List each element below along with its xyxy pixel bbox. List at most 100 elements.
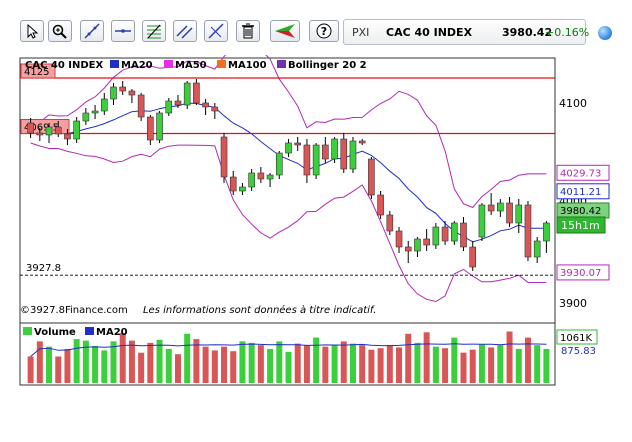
candle-body bbox=[395, 230, 403, 248]
candle bbox=[322, 137, 329, 163]
trash-icon bbox=[242, 23, 254, 39]
pointer-tool-button[interactable] bbox=[20, 20, 44, 42]
candle bbox=[36, 128, 44, 141]
magnifier-icon bbox=[52, 24, 67, 39]
candle bbox=[312, 143, 320, 179]
ticker-change: +0.16% bbox=[545, 26, 590, 39]
candle bbox=[524, 201, 532, 261]
candle-body bbox=[257, 172, 265, 180]
volume-bar bbox=[423, 332, 430, 383]
candle bbox=[165, 98, 173, 116]
candle bbox=[156, 111, 163, 143]
volume-bar bbox=[46, 346, 53, 383]
volume-bar bbox=[497, 345, 504, 383]
ma20-value-box bbox=[556, 183, 610, 200]
volume-bar bbox=[359, 345, 366, 383]
candle-body bbox=[193, 82, 200, 104]
legend-volume: Volume bbox=[23, 327, 76, 338]
resistance-high-tag bbox=[20, 63, 56, 79]
volume-bar bbox=[515, 348, 522, 383]
candle-body bbox=[220, 136, 228, 178]
candle-body bbox=[432, 226, 440, 246]
crossed-lines-icon bbox=[208, 23, 224, 39]
candle-body bbox=[524, 204, 532, 258]
candle bbox=[137, 93, 145, 121]
candle bbox=[423, 229, 430, 251]
legend-index: CAC 40 INDEX bbox=[25, 60, 104, 71]
candle bbox=[91, 105, 99, 119]
svg-text:?: ? bbox=[321, 25, 327, 38]
zoom-tool-button[interactable] bbox=[48, 20, 72, 42]
parallel-lines-icon bbox=[176, 25, 193, 39]
parallel-lines-tool-button[interactable] bbox=[173, 20, 197, 42]
help-button[interactable]: ? bbox=[309, 20, 339, 42]
candle-body bbox=[266, 174, 274, 180]
candle bbox=[54, 121, 62, 137]
candle-body bbox=[423, 238, 430, 246]
footer-site: Finance.com bbox=[65, 305, 128, 316]
cross-line-tool-button[interactable] bbox=[204, 20, 228, 42]
candle-body bbox=[73, 120, 80, 140]
candle bbox=[460, 217, 467, 251]
trendline-icon bbox=[84, 23, 100, 39]
ticker-last: 3980.42 bbox=[502, 26, 553, 39]
candle-body bbox=[183, 82, 191, 106]
candle bbox=[543, 221, 550, 253]
volume-bar bbox=[368, 349, 375, 383]
volume-bar bbox=[432, 346, 439, 383]
candle-body bbox=[54, 126, 62, 135]
volume-bar bbox=[248, 342, 255, 383]
volume-value-box bbox=[556, 329, 598, 345]
candle bbox=[487, 193, 495, 215]
volume-value: 1061K bbox=[560, 333, 592, 344]
volume-bar bbox=[193, 339, 200, 383]
candle-body bbox=[165, 100, 173, 114]
volume-bar bbox=[451, 337, 458, 383]
legend-ma50: MA50 bbox=[164, 60, 207, 71]
candle bbox=[368, 157, 375, 199]
candle-body bbox=[119, 86, 127, 92]
legend-ma20: MA20 bbox=[110, 60, 153, 71]
volume-bar bbox=[349, 343, 356, 383]
candle-body bbox=[100, 98, 108, 112]
candle bbox=[248, 169, 255, 191]
candle-body bbox=[174, 100, 182, 106]
candle bbox=[211, 103, 219, 119]
red-green-toggle-button[interactable] bbox=[270, 20, 300, 42]
volume-bar bbox=[221, 346, 228, 383]
toolbar: ? PXI CAC 40 INDEX 3980.42 +0.16% bbox=[8, 12, 624, 50]
candle bbox=[450, 221, 458, 245]
volume-bar bbox=[119, 333, 126, 383]
horizontal-line-tool-button[interactable] bbox=[111, 20, 135, 42]
fibonacci-tool-button[interactable] bbox=[142, 20, 166, 42]
candle-body bbox=[368, 158, 375, 196]
candle-body bbox=[515, 204, 523, 224]
candle-body bbox=[64, 133, 71, 140]
candle bbox=[202, 99, 209, 115]
volume-bar bbox=[184, 333, 191, 383]
candle-body bbox=[487, 204, 495, 212]
price-panel-frame bbox=[19, 57, 556, 324]
candle bbox=[64, 129, 71, 145]
volume-bar bbox=[138, 352, 145, 383]
bollinger-lower-value-box bbox=[556, 264, 610, 281]
volume-bar bbox=[156, 339, 163, 383]
volume-bar bbox=[165, 348, 172, 383]
countdown-value: 15h1m bbox=[561, 219, 600, 232]
candle bbox=[183, 81, 191, 109]
volume-bar bbox=[128, 340, 135, 383]
candle bbox=[275, 151, 283, 179]
candle-body bbox=[156, 112, 163, 141]
delete-tool-button[interactable] bbox=[236, 20, 260, 42]
red-green-arrow-icon bbox=[275, 24, 295, 38]
trendline-tool-button[interactable] bbox=[80, 20, 104, 42]
candle-body bbox=[543, 222, 550, 242]
candle-body bbox=[303, 144, 311, 176]
volume-bar bbox=[36, 341, 43, 383]
volume-bar bbox=[396, 347, 403, 383]
globe-icon[interactable] bbox=[598, 26, 612, 40]
volume-bar bbox=[110, 341, 117, 383]
candle-body bbox=[110, 86, 117, 100]
candle-body bbox=[312, 144, 320, 176]
